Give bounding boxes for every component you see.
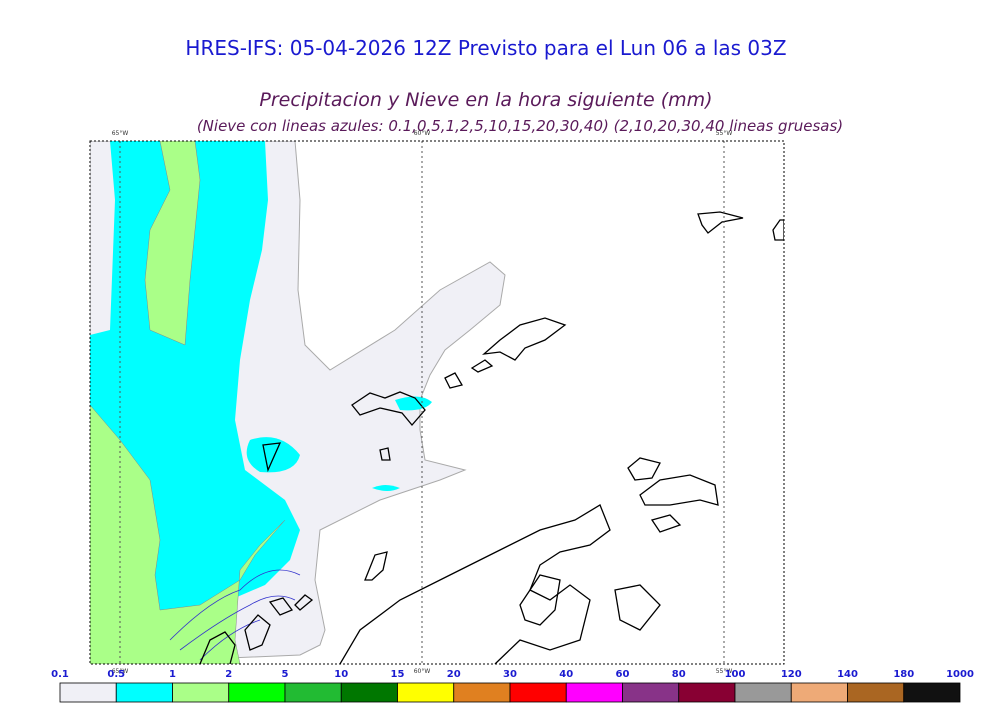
legend-label: 10 — [334, 669, 348, 680]
legend-swatch — [228, 682, 286, 703]
legend-label: 1000 — [946, 669, 974, 680]
legend-swatch — [565, 682, 623, 703]
color-legend: 0.1 0.5 1 2 5 10 15 20 30 40 60 80 100 120 140 180 1000 — [51, 669, 974, 703]
legend-label: 60 — [616, 669, 630, 680]
legend-label: 0.1 — [51, 669, 69, 680]
legend-swatch — [172, 682, 230, 703]
legend-label: 20 — [447, 669, 461, 680]
meridian-label: 65°W — [112, 668, 129, 675]
legend-swatch — [622, 682, 680, 703]
legend-swatch — [678, 682, 736, 703]
legend-swatch — [790, 682, 848, 703]
legend-label: 0.5 — [107, 669, 125, 680]
legend-swatch — [734, 682, 792, 703]
legend-swatch — [847, 682, 905, 703]
legend-label: 80 — [672, 669, 686, 680]
map-area — [90, 141, 784, 664]
legend-swatch — [903, 682, 961, 703]
meridian-label: 60°W — [414, 130, 431, 137]
legend-label: 100 — [725, 669, 746, 680]
legend-label: 140 — [837, 669, 858, 680]
legend-swatch — [509, 682, 567, 703]
subtitle: Precipitacion y Nieve en la hora siguien… — [259, 89, 712, 111]
legend-swatch — [284, 682, 342, 703]
legend-swatch — [340, 682, 398, 703]
legend-label: 120 — [781, 669, 802, 680]
title: HRES-IFS: 05-04-2026 12Z Previsto para e… — [185, 36, 786, 60]
note: (Nieve con lineas azules: 0.1,0.5,1,2,5,… — [197, 117, 843, 135]
legend-label: 180 — [893, 669, 914, 680]
meridian-label: 55°W — [716, 130, 733, 137]
legend-label: 1 — [169, 669, 176, 680]
legend-label: 5 — [282, 669, 289, 680]
legend-label: 15 — [391, 669, 405, 680]
legend-swatch — [453, 682, 511, 703]
meridian-label: 65°W — [112, 130, 129, 137]
legend-swatch — [115, 682, 173, 703]
meridian-label: 55°W — [716, 668, 733, 675]
meridian-label: 60°W — [414, 668, 431, 675]
legend-swatch — [397, 682, 455, 703]
legend-label: 30 — [503, 669, 517, 680]
legend-label: 40 — [559, 669, 573, 680]
legend-label: 2 — [225, 669, 232, 680]
legend-swatch — [59, 682, 117, 703]
